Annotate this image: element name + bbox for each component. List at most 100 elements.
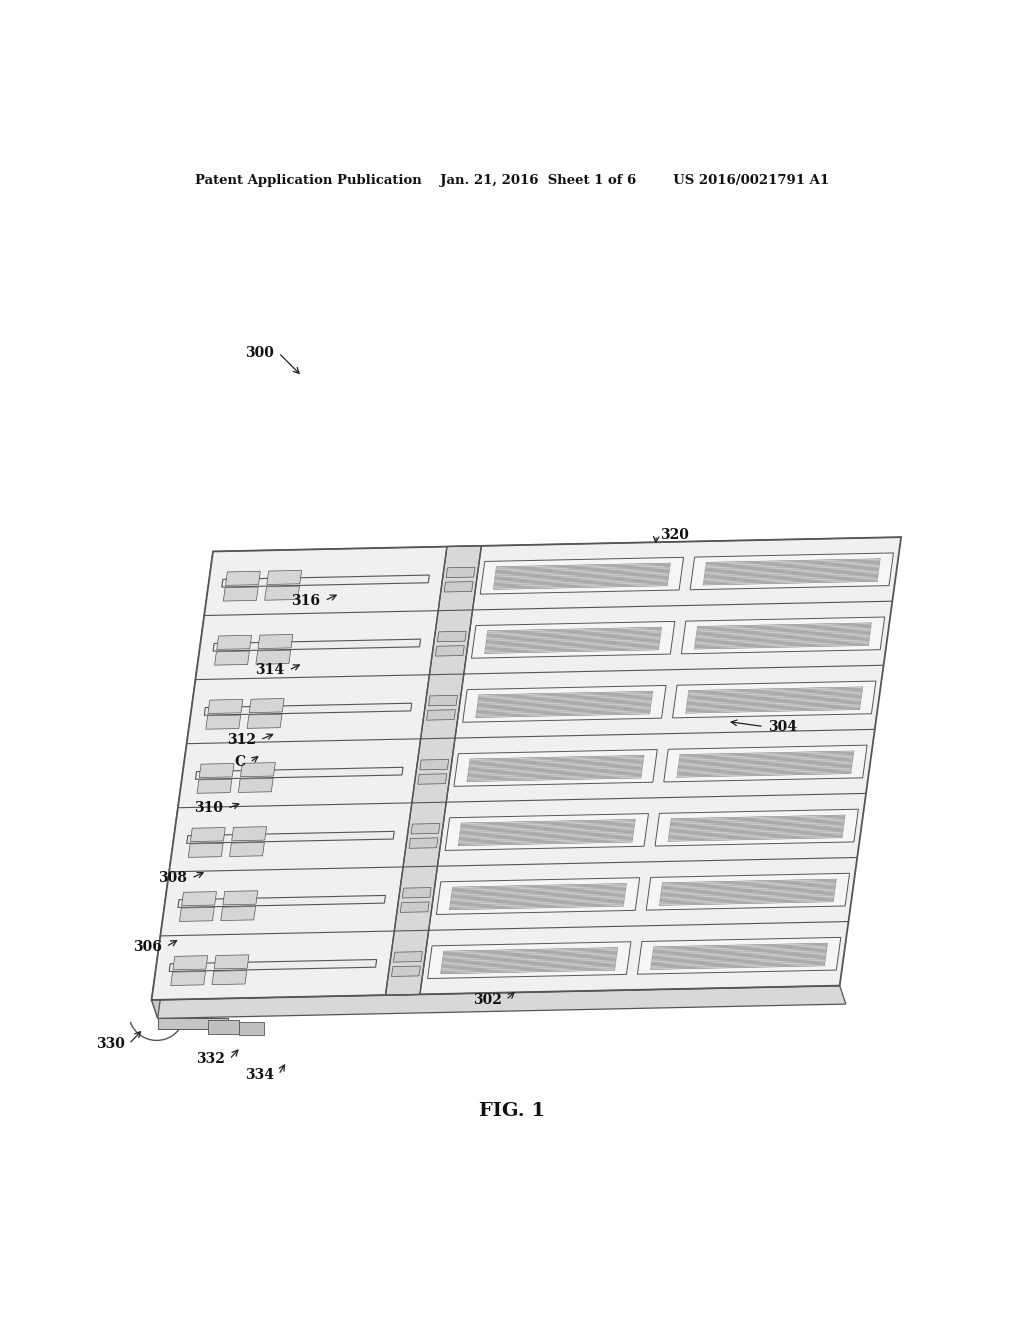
Polygon shape: [451, 898, 625, 903]
Polygon shape: [679, 760, 853, 766]
Polygon shape: [221, 907, 256, 920]
Polygon shape: [688, 686, 863, 692]
Polygon shape: [677, 772, 851, 777]
Polygon shape: [660, 894, 835, 899]
Polygon shape: [391, 966, 421, 977]
Polygon shape: [487, 627, 662, 632]
Polygon shape: [669, 832, 843, 837]
Polygon shape: [662, 884, 836, 888]
Polygon shape: [673, 681, 876, 718]
Polygon shape: [650, 965, 824, 969]
Polygon shape: [678, 766, 852, 770]
Polygon shape: [688, 689, 862, 694]
Polygon shape: [494, 585, 668, 590]
Polygon shape: [495, 577, 669, 582]
Polygon shape: [467, 775, 641, 779]
Polygon shape: [496, 570, 670, 576]
Polygon shape: [453, 883, 627, 888]
Polygon shape: [703, 579, 878, 585]
Polygon shape: [441, 962, 615, 966]
Polygon shape: [659, 896, 835, 900]
Text: Patent Application Publication    Jan. 21, 2016  Sheet 1 of 6        US 2016/002: Patent Application Publication Jan. 21, …: [195, 174, 829, 187]
Polygon shape: [496, 568, 670, 573]
Polygon shape: [247, 714, 282, 729]
Polygon shape: [486, 635, 660, 639]
Polygon shape: [258, 635, 293, 648]
Polygon shape: [158, 1019, 228, 1028]
Text: 310: 310: [195, 801, 223, 816]
Polygon shape: [706, 566, 880, 570]
Polygon shape: [478, 696, 652, 701]
Polygon shape: [686, 706, 860, 710]
Polygon shape: [181, 891, 216, 906]
Polygon shape: [468, 767, 642, 772]
Polygon shape: [486, 632, 662, 636]
Polygon shape: [461, 824, 635, 829]
Polygon shape: [199, 763, 234, 777]
Polygon shape: [214, 954, 249, 969]
Polygon shape: [441, 964, 615, 969]
Text: 304: 304: [768, 719, 797, 734]
Polygon shape: [459, 836, 633, 841]
Polygon shape: [494, 579, 669, 585]
Polygon shape: [241, 763, 275, 776]
Polygon shape: [385, 546, 481, 995]
Polygon shape: [659, 898, 834, 903]
Polygon shape: [652, 950, 826, 956]
Text: C: C: [234, 755, 246, 770]
Polygon shape: [420, 759, 449, 770]
Polygon shape: [463, 685, 666, 722]
Text: 320: 320: [660, 528, 689, 543]
Polygon shape: [651, 962, 825, 968]
Polygon shape: [690, 553, 894, 590]
Text: 312: 312: [227, 733, 256, 747]
Polygon shape: [171, 972, 206, 986]
Polygon shape: [679, 754, 854, 758]
Polygon shape: [477, 701, 651, 706]
Polygon shape: [440, 969, 614, 974]
Polygon shape: [663, 879, 837, 884]
Text: 316: 316: [292, 594, 321, 607]
Polygon shape: [660, 888, 836, 894]
Polygon shape: [152, 537, 901, 1001]
Polygon shape: [706, 561, 880, 566]
Polygon shape: [173, 956, 208, 970]
Polygon shape: [679, 756, 853, 760]
Polygon shape: [190, 828, 225, 842]
Polygon shape: [688, 692, 862, 697]
Polygon shape: [677, 770, 851, 775]
Text: 308: 308: [159, 871, 187, 886]
Polygon shape: [687, 697, 861, 701]
Polygon shape: [239, 1023, 264, 1035]
Polygon shape: [653, 945, 827, 950]
Text: 300: 300: [246, 346, 274, 360]
Polygon shape: [706, 558, 881, 564]
Text: 332: 332: [197, 1052, 225, 1067]
Polygon shape: [441, 966, 615, 972]
Polygon shape: [454, 750, 657, 787]
Polygon shape: [696, 630, 870, 635]
Polygon shape: [418, 774, 446, 784]
Polygon shape: [442, 960, 616, 965]
Polygon shape: [188, 843, 223, 858]
Polygon shape: [225, 572, 260, 585]
Polygon shape: [186, 832, 394, 843]
Polygon shape: [256, 651, 291, 664]
Polygon shape: [478, 693, 652, 698]
Text: 330: 330: [96, 1038, 125, 1051]
Polygon shape: [152, 986, 846, 1019]
Polygon shape: [458, 841, 633, 846]
Polygon shape: [229, 842, 264, 857]
Polygon shape: [669, 829, 843, 834]
Polygon shape: [450, 904, 624, 909]
Polygon shape: [402, 887, 431, 898]
Polygon shape: [495, 573, 669, 578]
Polygon shape: [223, 587, 258, 601]
Polygon shape: [652, 948, 827, 953]
Polygon shape: [484, 647, 659, 651]
Polygon shape: [450, 903, 624, 907]
Polygon shape: [169, 960, 377, 972]
Polygon shape: [428, 941, 631, 978]
Polygon shape: [694, 642, 869, 647]
Polygon shape: [706, 564, 880, 569]
